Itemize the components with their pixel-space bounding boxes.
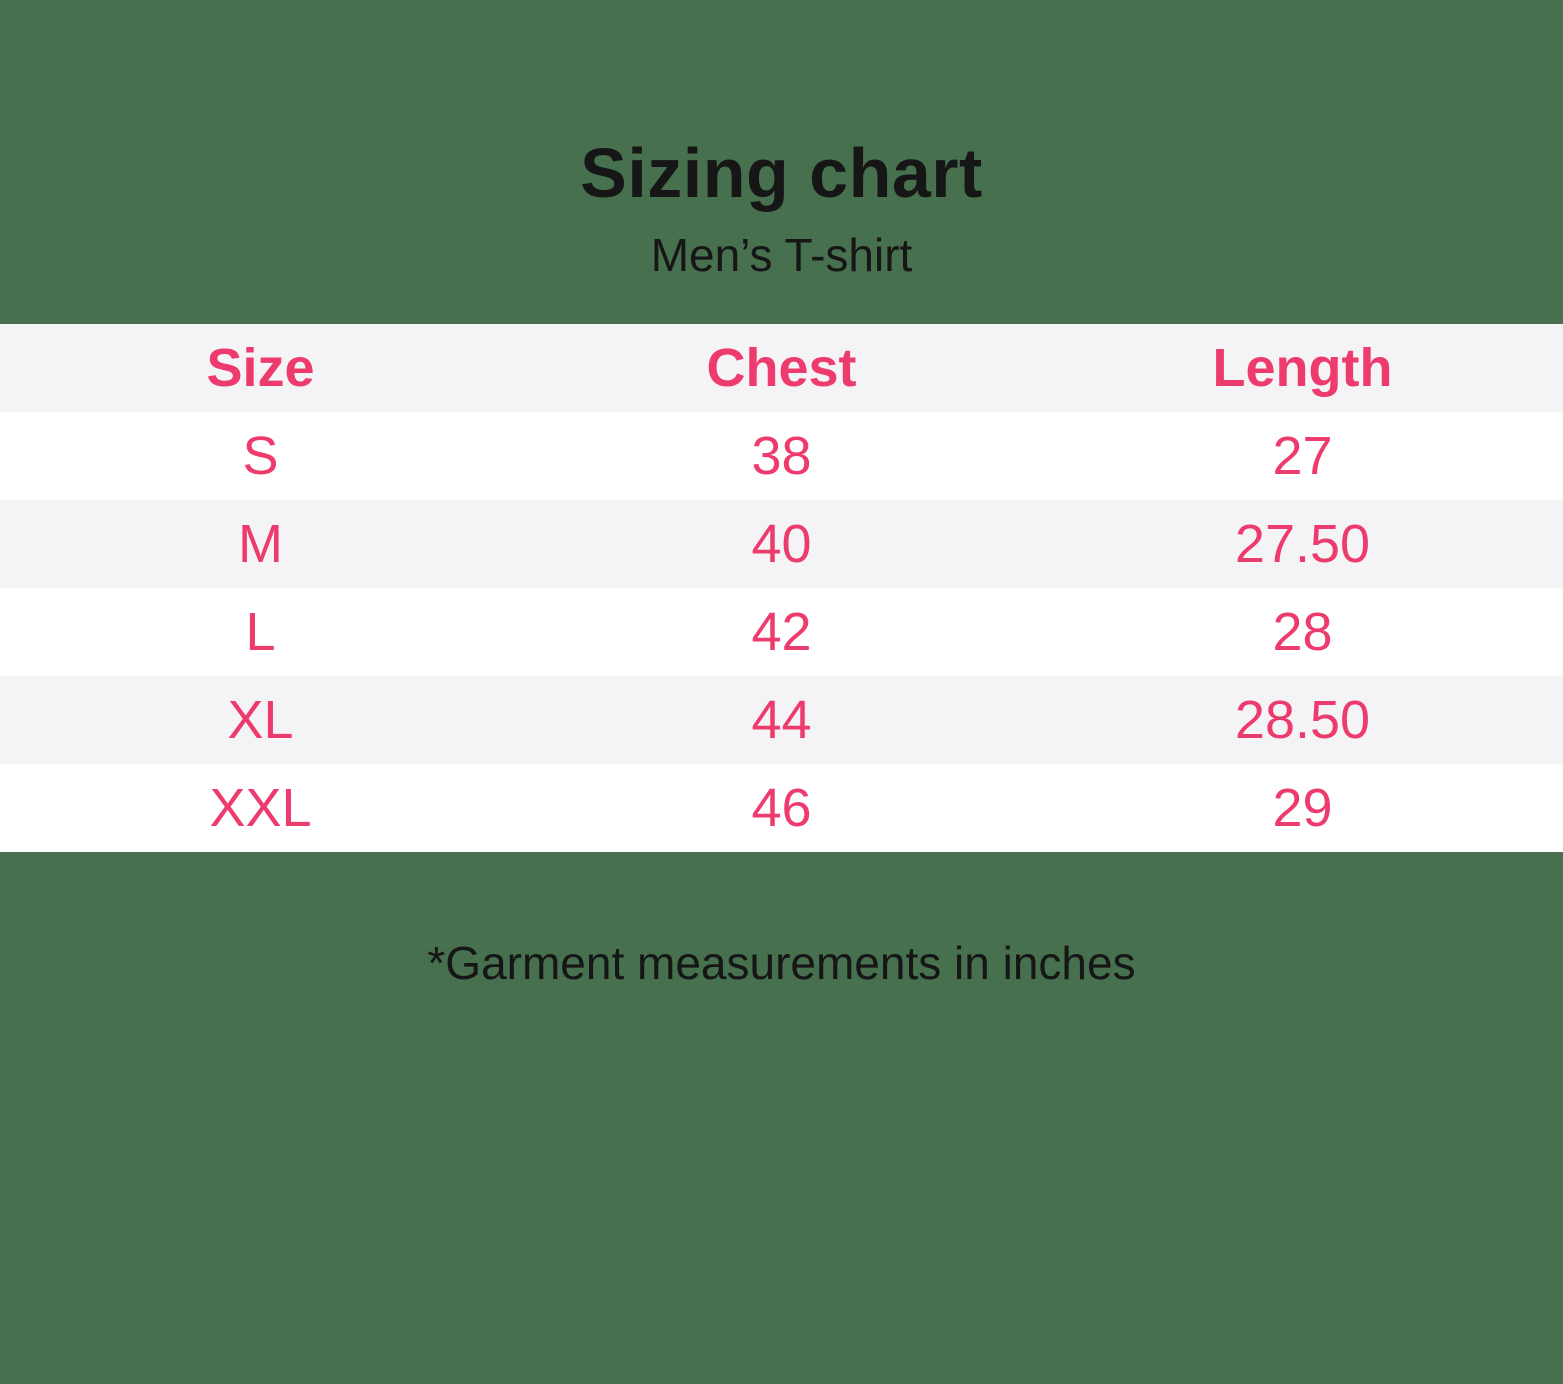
column-header-size: Size bbox=[206, 338, 315, 398]
chest-cell: 46 bbox=[751, 778, 812, 838]
table-row-m: M 40 27.50 bbox=[0, 500, 1563, 588]
chest-cell: 44 bbox=[751, 690, 812, 750]
footnote: *Garment measurements in inches bbox=[427, 937, 1136, 989]
page-title: Sizing chart bbox=[580, 134, 983, 212]
chest-cell: 38 bbox=[751, 426, 812, 486]
chest-cell: 40 bbox=[751, 514, 812, 574]
column-header-chest: Chest bbox=[706, 338, 857, 398]
length-cell: 27.50 bbox=[1234, 514, 1371, 574]
length-cell: 29 bbox=[1272, 778, 1333, 838]
length-cell: 27 bbox=[1272, 426, 1333, 486]
page-subtitle: Men’s T-shirt bbox=[650, 229, 913, 281]
chest-cell: 42 bbox=[751, 602, 812, 662]
table-header-row: Size Chest Length bbox=[0, 324, 1563, 412]
table-row-l: L 42 28 bbox=[0, 588, 1563, 676]
length-cell: 28.50 bbox=[1234, 690, 1371, 750]
size-cell: S bbox=[242, 426, 279, 486]
table-row-xxl: XXL 46 29 bbox=[0, 764, 1563, 852]
sizing-table: Size Chest Length S 38 27 M 40 27.50 L 4… bbox=[0, 324, 1563, 852]
table-row-s: S 38 27 bbox=[0, 412, 1563, 500]
column-header-length: Length bbox=[1212, 338, 1393, 398]
header-block: Sizing chart Men’s T-shirt bbox=[0, 0, 1563, 278]
size-cell: XXL bbox=[209, 778, 312, 838]
size-cell: L bbox=[245, 602, 276, 662]
size-cell: XL bbox=[227, 690, 294, 750]
table-row-xl: XL 44 28.50 bbox=[0, 676, 1563, 764]
length-cell: 28 bbox=[1272, 602, 1333, 662]
size-cell: M bbox=[238, 514, 283, 574]
